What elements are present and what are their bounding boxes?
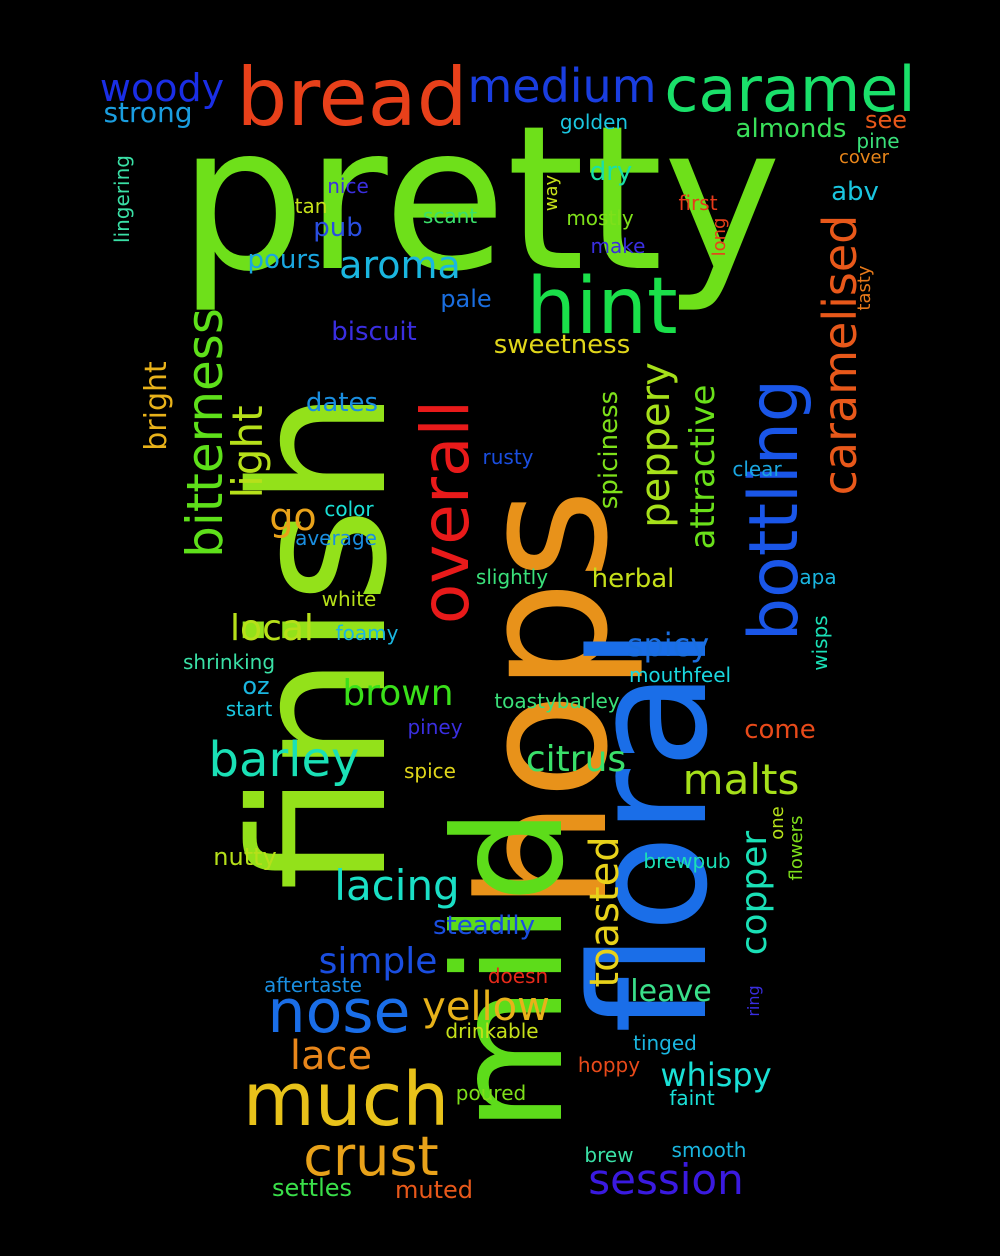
word-one: one (767, 806, 788, 840)
word-golden: golden (559, 110, 629, 134)
word-local: local (230, 608, 314, 649)
word-light: light (223, 405, 272, 499)
word-oz: oz (242, 672, 270, 700)
word-strong: strong (103, 96, 193, 129)
word-cover: cover (838, 147, 890, 168)
word-bright: bright (139, 361, 174, 451)
word-herbal: herbal (591, 564, 675, 594)
word-spicy: spicy (626, 626, 710, 664)
word-white: white (321, 587, 377, 611)
word-wisps: wisps (808, 615, 832, 671)
word-pub: pub (313, 213, 363, 243)
word-pale: pale (440, 285, 492, 313)
word-hint: hint (526, 262, 678, 352)
word-come: come (744, 715, 816, 745)
word-caramelised: caramelised (813, 214, 867, 496)
word-average: average (295, 526, 377, 550)
word-biscuit: biscuit (331, 317, 417, 347)
word-medium: medium (467, 59, 657, 113)
word-pretty: pretty (178, 83, 782, 316)
word-almonds: almonds (735, 114, 847, 144)
word-flowers: flowers (786, 815, 807, 881)
word-tinged: tinged (633, 1031, 697, 1055)
word-much: much (242, 1057, 450, 1143)
word-muted: muted (395, 1176, 473, 1204)
word-mostly: mostly (566, 206, 634, 230)
word-caramel: caramel (664, 53, 916, 126)
word-apa: apa (799, 565, 837, 589)
word-piney: piney (407, 715, 463, 739)
word-smooth: smooth (671, 1138, 747, 1162)
word-aftertaste: aftertaste (264, 973, 362, 997)
word-bread: bread (236, 51, 468, 144)
word-barley: barley (208, 732, 360, 788)
word-long: long (709, 217, 730, 257)
word-spice: spice (404, 759, 456, 783)
word-nose: nose (267, 977, 411, 1047)
word-session: session (588, 1155, 744, 1204)
word-attractive: attractive (683, 384, 723, 550)
word-lingering: lingering (110, 155, 134, 243)
word-lacing: lacing (334, 861, 460, 910)
word-color: color (324, 497, 374, 521)
word-faint: faint (669, 1086, 715, 1110)
word-make: make (590, 234, 646, 258)
word-citrus: citrus (525, 739, 627, 780)
word-crust: crust (303, 1125, 439, 1188)
word-scant: scant (422, 204, 478, 228)
word-doesn: doesn (487, 964, 549, 988)
word-lace: lace (289, 1033, 373, 1079)
word-abv: abv (831, 177, 879, 207)
word-malts: malts (682, 755, 800, 804)
word-see: see (864, 106, 908, 134)
word-way: way (541, 174, 562, 212)
word-brew: brew (584, 1143, 634, 1167)
word-toasted: toasted (582, 836, 628, 988)
word-go: go (269, 495, 317, 539)
word-slightly: slightly (475, 565, 549, 589)
word-simple: simple (318, 941, 438, 982)
word-nutty: nutty (213, 843, 277, 871)
word-first: first (678, 191, 718, 215)
word-whispy: whispy (660, 1056, 772, 1094)
word-start: start (225, 697, 273, 721)
word-aroma: aroma (339, 243, 461, 287)
word-poured: poured (455, 1081, 527, 1105)
word-ring: ring (744, 985, 763, 1017)
word-dates: dates (305, 388, 379, 418)
word-mouthfeel: mouthfeel (628, 663, 732, 687)
word-steadily: steadily (432, 911, 536, 941)
word-toastybarley: toastybarley (494, 689, 620, 713)
word-shrinking: shrinking (182, 650, 276, 674)
word-sweetness: sweetness (493, 330, 631, 360)
word-hoppy: hoppy (577, 1053, 641, 1077)
word-tan: tan (294, 194, 328, 218)
word-overall: overall (407, 399, 484, 625)
word-peppery: peppery (633, 362, 679, 528)
word-spiciness: spiciness (594, 390, 624, 510)
word-tasty: tasty (854, 265, 875, 311)
word-nice: nice (327, 174, 369, 198)
word-settles: settles (271, 1174, 353, 1202)
word-rusty: rusty (482, 445, 534, 469)
word-drinkable: drinkable (445, 1019, 539, 1043)
word-copper: copper (734, 830, 775, 956)
word-yellow: yellow (422, 984, 550, 1030)
word-woody: woody (99, 66, 225, 110)
word-clear: clear (732, 457, 782, 481)
word-dry: dry (589, 157, 633, 187)
word-foamy: foamy (335, 621, 399, 645)
word-pine: pine (856, 129, 900, 153)
word-leave: leave (630, 974, 712, 1009)
word-bottling: bottling (735, 378, 814, 642)
word-pours: pours (247, 245, 321, 275)
word-brewpub: brewpub (643, 849, 731, 873)
word-brown: brown (342, 673, 454, 714)
